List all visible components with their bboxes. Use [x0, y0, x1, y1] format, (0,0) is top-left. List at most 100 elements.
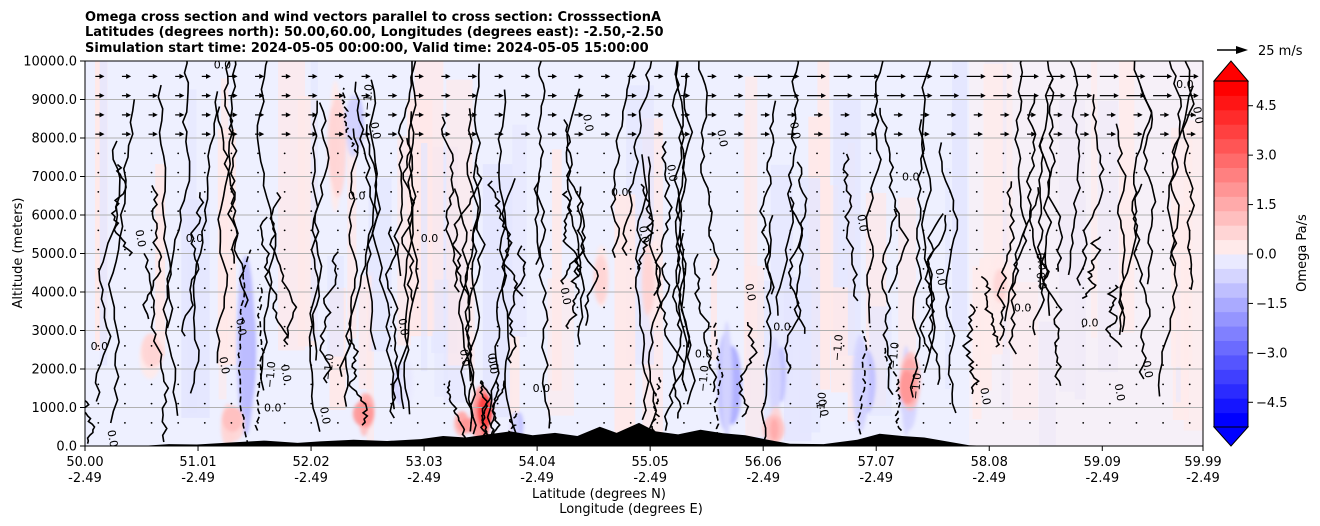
wind-vector [310, 345, 313, 347]
wind-vector [150, 345, 153, 347]
wind-vector [1108, 306, 1111, 309]
positive-omega-feature [146, 340, 164, 367]
contour-line-zero [403, 61, 417, 415]
wind-vector [257, 171, 259, 174]
wind-vector [736, 383, 739, 386]
wind-vector [1029, 171, 1031, 174]
wind-vector [975, 229, 978, 232]
wind-vector [762, 325, 765, 328]
wind-vector [709, 422, 712, 424]
contour-line-zero [486, 178, 516, 427]
wind-vector [869, 287, 872, 290]
wind-vector-head [418, 131, 424, 137]
wind-vector [683, 268, 685, 270]
wind-vector [203, 422, 206, 424]
wind-vector [283, 171, 286, 174]
omega-band [945, 167, 951, 389]
contour-line-zero [223, 61, 239, 264]
wind-vector [895, 248, 898, 251]
wind-vector-head [1111, 112, 1117, 118]
colorbar-segment [1214, 225, 1248, 241]
wind-vector-head [578, 131, 584, 137]
wind-vector-head [1190, 112, 1196, 118]
wind-vector [310, 364, 313, 367]
wind-vector [177, 210, 180, 213]
wind-vector [816, 325, 818, 328]
wind-vector [789, 422, 792, 424]
wind-vector-head [498, 93, 504, 99]
wind-vector-head [1087, 73, 1093, 79]
wind-vector-head [764, 112, 770, 118]
quiver-key-label: 25 m/s [1258, 44, 1303, 59]
wind-vector [443, 210, 446, 213]
wind-vector [257, 402, 259, 405]
contour-line-negative [340, 87, 359, 155]
contour-line-zero [216, 106, 249, 308]
contour-label: 0.0 [1190, 105, 1206, 124]
colorbar-segment [1214, 398, 1248, 414]
wind-vector [549, 152, 552, 155]
contour-label: 0.0 [395, 317, 411, 336]
wind-vector-head [1137, 112, 1143, 118]
y-tick-label: 1000.0 [32, 401, 78, 416]
wind-vector [1002, 229, 1005, 232]
wind-vector-head [365, 112, 371, 118]
wind-vector-head [1111, 131, 1117, 137]
contour-line-zero [348, 338, 369, 426]
wind-vector [895, 364, 898, 367]
wind-vector [283, 248, 286, 251]
wind-vector [443, 364, 446, 367]
wind-vector [709, 364, 712, 367]
wind-vector-head [259, 112, 265, 118]
wind-vector [1162, 191, 1164, 193]
wind-vector [576, 268, 579, 270]
wind-vector-head [924, 131, 930, 137]
wind-vector-head [1031, 112, 1037, 118]
wind-vector [1002, 248, 1005, 251]
wind-vector [709, 191, 712, 193]
contour-line-zero [1081, 236, 1102, 300]
wind-vector-head [285, 93, 291, 99]
wind-vector [283, 268, 286, 270]
wind-vector [230, 210, 233, 213]
wind-vector-head [578, 73, 584, 79]
contour-line-zero [393, 61, 417, 277]
wind-vector [283, 383, 286, 386]
wind-vector-head [392, 131, 398, 137]
wind-vector [1162, 229, 1164, 232]
wind-vector [416, 402, 419, 405]
wind-vector [416, 422, 419, 424]
wind-vector [523, 402, 526, 405]
wind-vector [656, 229, 659, 232]
wind-vector-head [525, 112, 531, 118]
wind-vector-head [874, 93, 880, 99]
wind-vector-head [631, 112, 637, 118]
wind-vector [124, 229, 126, 232]
wind-vector-head [312, 112, 318, 118]
contour-line-zero [996, 181, 1015, 342]
wind-vector [310, 383, 313, 386]
wind-vector [203, 287, 206, 290]
wind-vector [150, 287, 153, 290]
wind-vector [1082, 152, 1085, 155]
contour-label: 0.0 [1033, 252, 1049, 271]
wind-vector-head [578, 112, 584, 118]
wind-vector [629, 287, 632, 290]
wind-vector [496, 402, 499, 405]
wind-vector [975, 383, 978, 386]
wind-vector [736, 248, 739, 251]
wind-vector [762, 364, 765, 367]
contour-label: 0.0 [485, 356, 501, 375]
wind-vector [443, 191, 446, 193]
wind-vector [496, 229, 499, 232]
wind-vector [416, 171, 419, 174]
wind-vector [549, 191, 552, 193]
wind-vector [523, 248, 526, 251]
wind-vector [869, 268, 872, 270]
colorbar-segment [1214, 138, 1248, 154]
wind-vector-head [498, 73, 504, 79]
wind-vector-head [738, 131, 744, 137]
wind-vector [842, 383, 845, 386]
wind-vector [975, 306, 978, 309]
wind-vector [576, 287, 579, 290]
